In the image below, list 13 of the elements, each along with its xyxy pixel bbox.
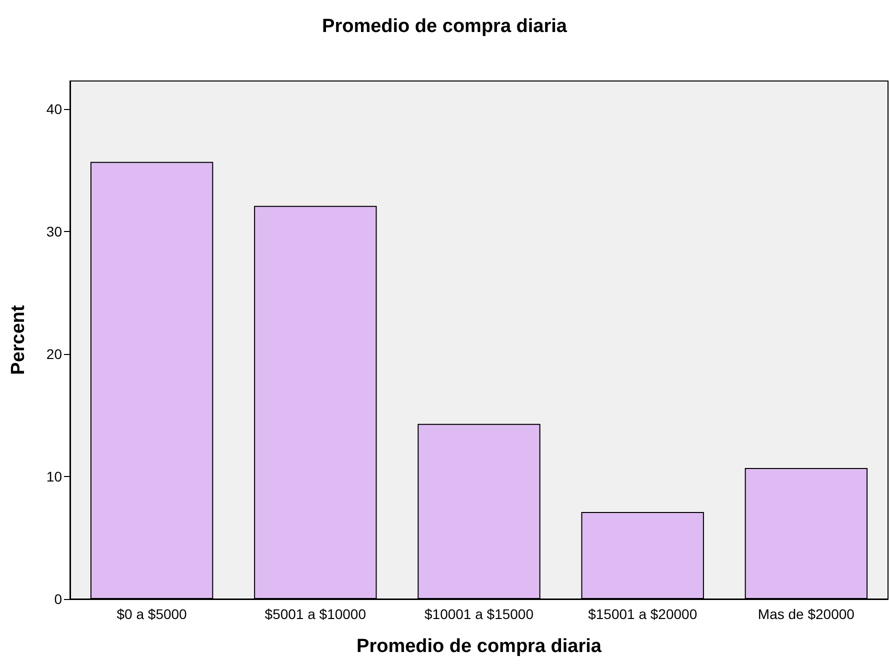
chart-title: Promedio de compra diaria [322,16,568,37]
y-tick-label: 0 [54,591,62,607]
x-tick-label: Mas de $20000 [758,606,855,622]
x-tick-label: $15001 a $20000 [588,606,698,622]
y-tick-label: 30 [46,224,62,240]
x-axis-title: Promedio de compra diaria [356,636,602,657]
x-tick-label: $5001 a $10000 [264,606,366,622]
y-tick-label: 10 [46,468,62,485]
y-tick-label: 40 [46,101,62,118]
y-axis-title: Percent [8,304,29,375]
y-tick-label: 20 [46,346,62,362]
x-tick-label: $0 a $5000 [116,606,188,622]
x-tick-label: $10001 a $15000 [424,606,534,622]
